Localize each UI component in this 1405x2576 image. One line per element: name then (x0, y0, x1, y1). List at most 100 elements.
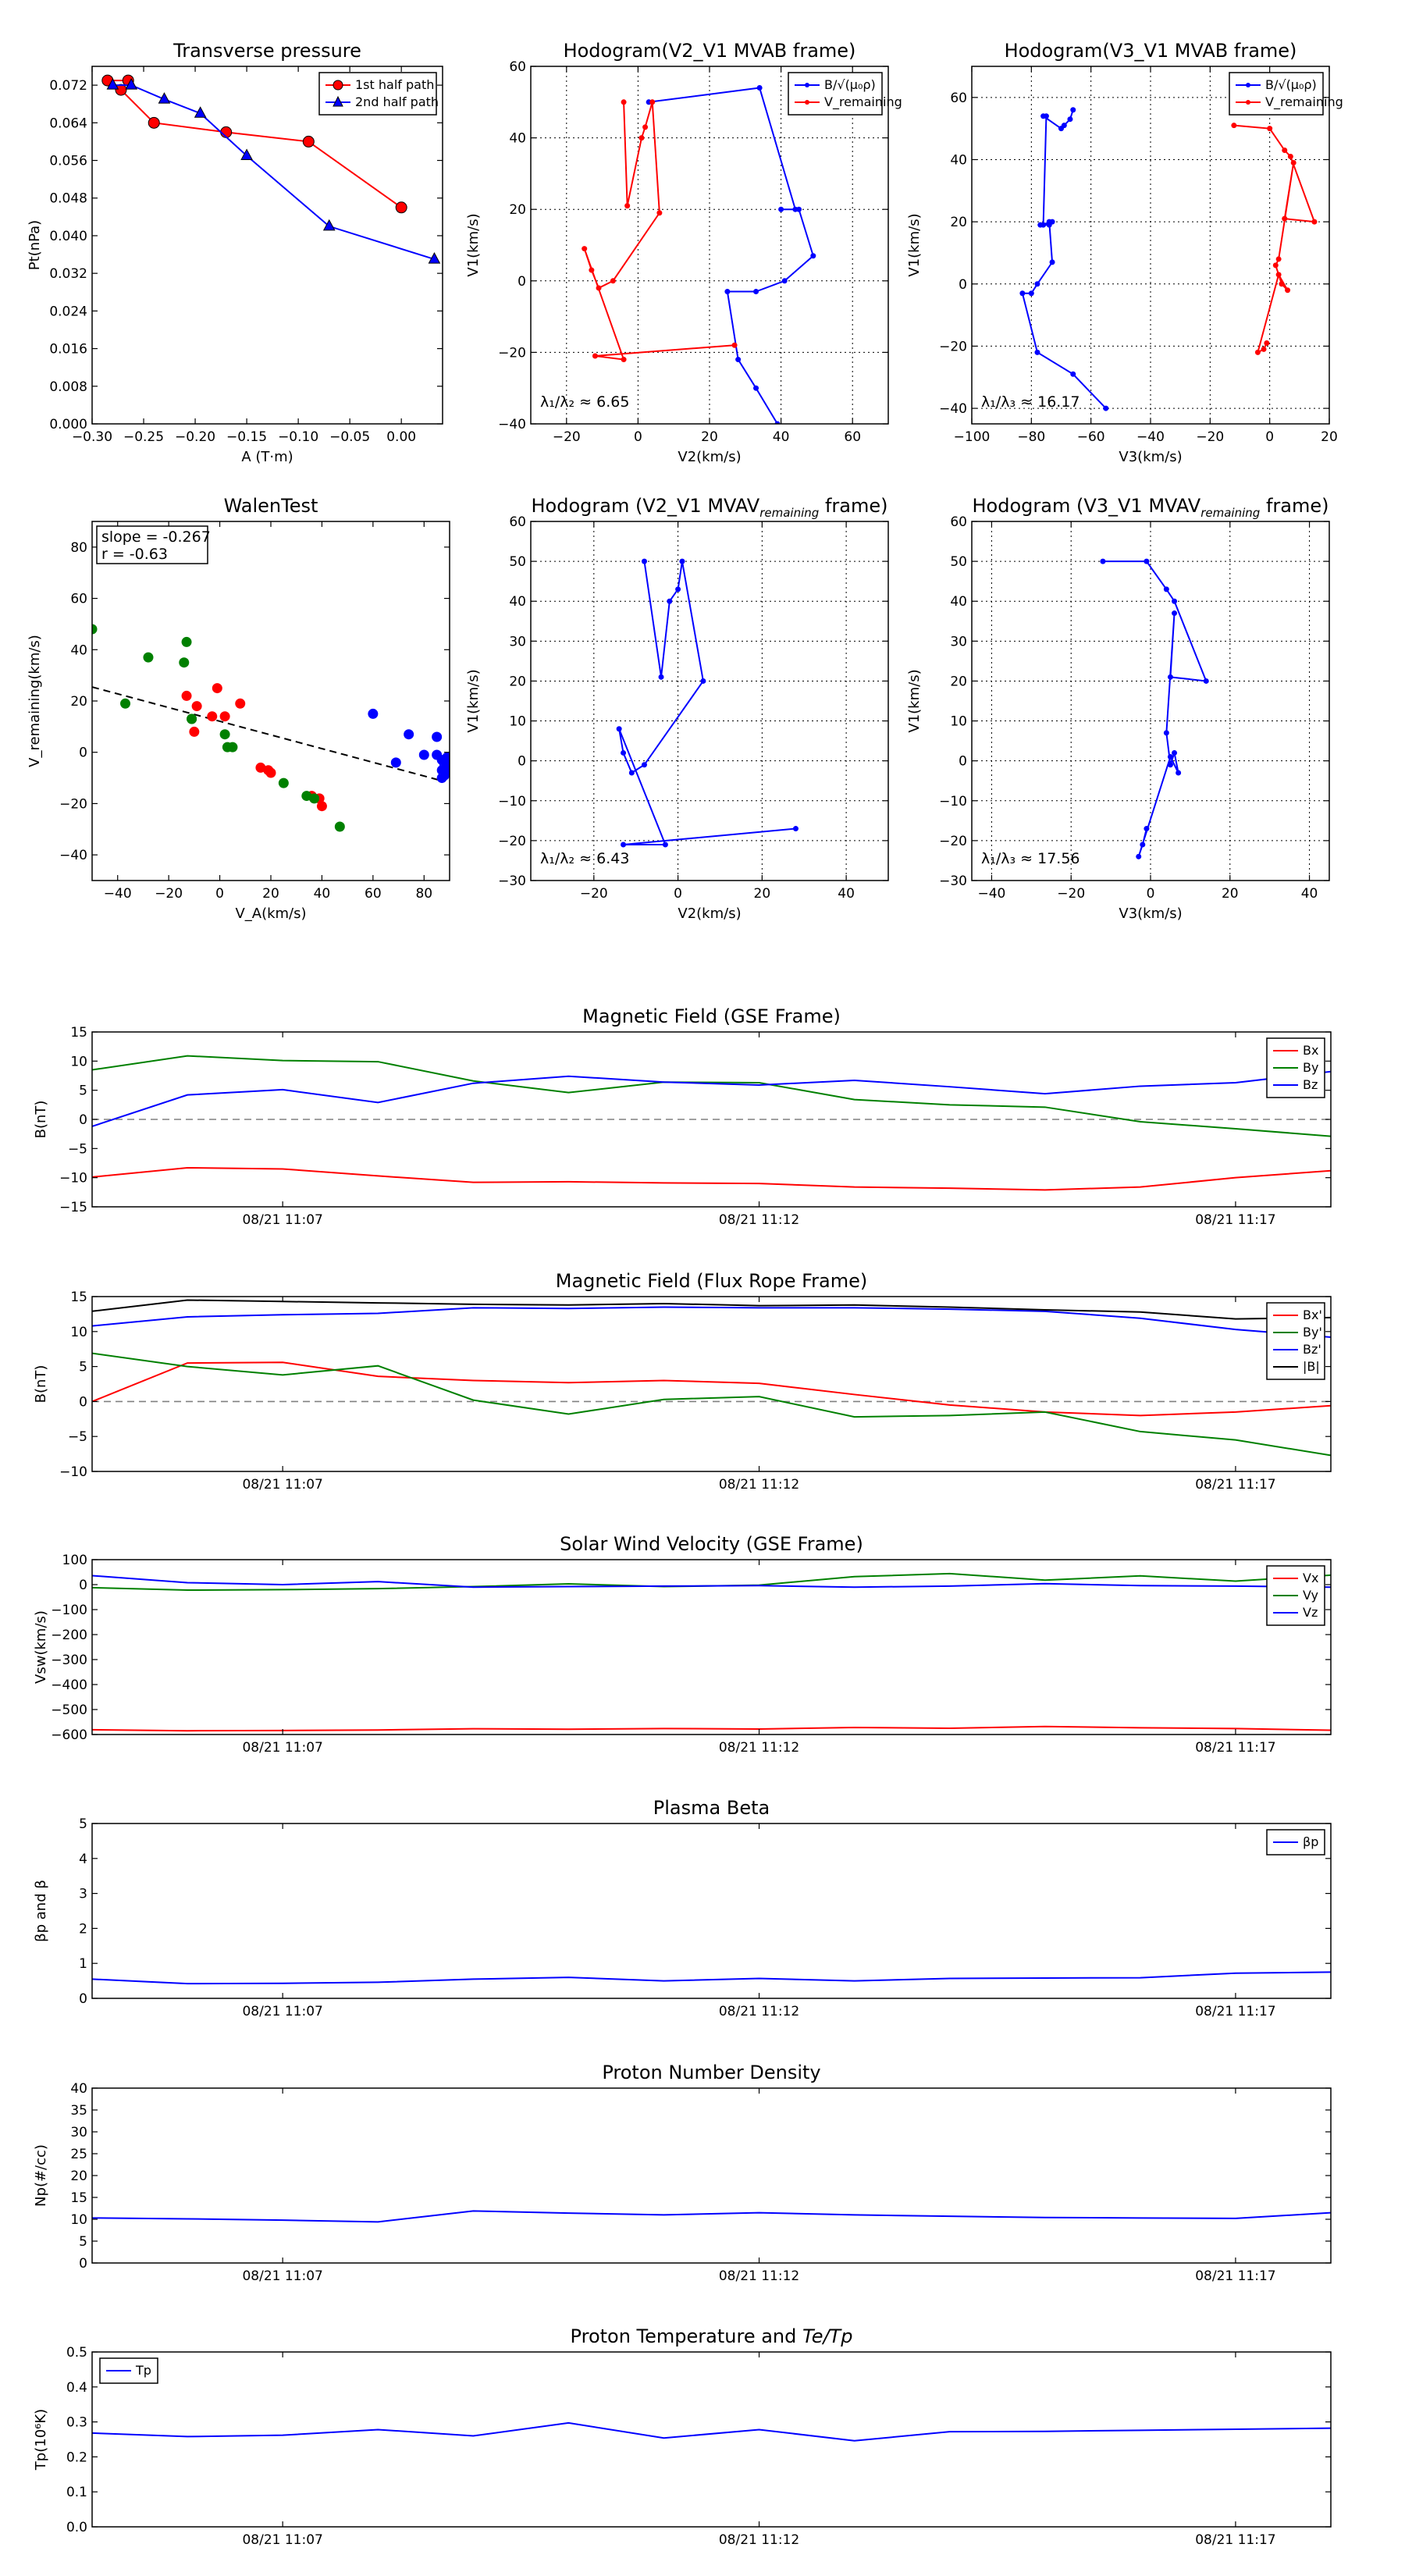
data-point (1264, 340, 1270, 346)
x-tick-label: −40 (104, 886, 132, 902)
y-tick-label: 80 (70, 540, 87, 556)
data-point (207, 711, 218, 722)
y-tick-label: 0.2 (66, 2450, 87, 2465)
plot-area (1019, 107, 1318, 411)
chart-title: Hodogram(V3_V1 MVAB frame) (1005, 40, 1297, 62)
data-point (1028, 290, 1034, 297)
chart-title-text: Magnetic Field (Flux Rope Frame) (556, 1270, 867, 1292)
data-point (148, 116, 160, 129)
data-point (1167, 762, 1173, 768)
data-point (628, 770, 635, 776)
data-point (1167, 674, 1173, 680)
axes-frame (91, 1031, 1332, 1208)
data-point (227, 742, 238, 753)
series-line-Tp (92, 2421, 1331, 2442)
x-tick-label: 40 (838, 886, 855, 902)
y-tick-label: 0 (518, 274, 526, 290)
y-tick-label: 0.016 (49, 342, 87, 358)
x-tick-label: −0.15 (226, 429, 267, 445)
x-tick-label: 0 (634, 429, 642, 445)
x-tick-label: 08/21 11:07 (242, 2004, 322, 2019)
axes-frame (91, 66, 443, 425)
ratio-annotation: λ₁/λ₃ ≈ 16.17 (981, 393, 1080, 411)
y-axis-label: V1(km/s) (906, 669, 923, 732)
data-point (724, 289, 731, 295)
legend-label: Bz' (1303, 1342, 1321, 1357)
y-tick-label: 0.072 (49, 78, 87, 94)
data-point (301, 791, 312, 802)
x-axis-label: V3(km/s) (1119, 906, 1182, 922)
data-point (641, 762, 647, 768)
data-point (810, 253, 816, 259)
data-point (1176, 770, 1182, 776)
x-tick-label: −0.05 (329, 429, 370, 445)
y-tick-label: 15 (70, 2190, 87, 2206)
data-point (1285, 287, 1291, 294)
chart-title: WalenTest (224, 495, 318, 517)
data-point (735, 357, 742, 363)
y-tick-label: 3 (79, 1887, 87, 1902)
y-tick-label: −20 (498, 834, 526, 849)
x-tick-label: 80 (415, 886, 432, 902)
y-tick-label: 10 (509, 714, 526, 730)
data-point (621, 749, 627, 756)
data-point (1061, 123, 1067, 129)
series-line-V_remaining (618, 560, 796, 845)
y-tick-label: 20 (950, 215, 967, 230)
legend-marker (805, 100, 809, 105)
chart-title-text: WalenTest (224, 495, 318, 517)
fit-line (92, 686, 445, 783)
y-tick-label: 20 (509, 674, 526, 689)
series-line-Bx' (92, 1361, 1331, 1417)
legend: Bx By Bz (1266, 1037, 1325, 1098)
chart-title-text: Solar Wind Velocity (GSE Frame) (560, 1533, 863, 1555)
data-point (92, 624, 98, 635)
data-point (778, 206, 784, 212)
y-tick-label: 0.032 (49, 266, 87, 282)
x-tick-label: 08/21 11:07 (242, 2268, 322, 2284)
plot-area (92, 624, 450, 832)
y-tick-label: −10 (939, 794, 967, 809)
data-point (309, 793, 320, 804)
chart-title-text: Hodogram (V2_V1 MVAV (532, 495, 760, 517)
data-point (638, 135, 645, 141)
x-tick-label: 40 (314, 886, 331, 902)
x-tick-label: −20 (1057, 886, 1085, 902)
y-tick-label: 50 (950, 554, 967, 570)
chart-title: Solar Wind Velocity (GSE Frame) (560, 1533, 863, 1555)
y-tick-label: 0.0 (66, 2520, 87, 2535)
data-point (1140, 841, 1146, 848)
data-point (596, 285, 602, 291)
legend-label: Vy (1303, 1588, 1318, 1603)
x-axis-label: V2(km/s) (678, 449, 741, 465)
data-point (592, 353, 598, 359)
data-point (792, 206, 799, 212)
x-tick-label: 08/21 11:07 (242, 1740, 322, 1756)
ratio-annotation: λ₁/λ₃ ≈ 17.56 (981, 850, 1080, 867)
plot-area (92, 2210, 1331, 2223)
y-tick-label: −30 (939, 873, 967, 889)
data-point (1261, 346, 1267, 352)
data-point (158, 92, 171, 104)
data-point (641, 558, 647, 564)
data-point (106, 78, 119, 90)
x-tick-label: 08/21 11:17 (1195, 1212, 1275, 1228)
series-line-B/√(μ₀ρ) (649, 87, 814, 424)
y-tick-label: −200 (51, 1628, 87, 1643)
chart-panel-hodogram_v2_v1_mvav: Hodogram (V2_V1 MVAVremaining frame) −20 0… (465, 495, 889, 922)
y-tick-label: −5 (68, 1429, 87, 1445)
plot-area (92, 2421, 1331, 2442)
data-point (621, 99, 627, 105)
series-line-B/√(μ₀ρ) (1021, 109, 1107, 409)
x-tick-label: 08/21 11:17 (1195, 2268, 1275, 2284)
data-point (235, 698, 246, 709)
data-point (1046, 222, 1052, 228)
legend-marker (805, 83, 809, 87)
data-point (621, 357, 627, 363)
x-tick-label: −0.30 (72, 429, 112, 445)
legend-label: B/√(μ₀ρ) (1265, 77, 1317, 92)
chart-panel-transverse_pressure: Transverse pressure−0.30 −0.25 −0.20 −0.15−… (27, 40, 443, 465)
chart-panel-walen_test: WalenTest −40 −20 0 20 40 60 80 −40 −20 0 20 40 60 80 V… (27, 495, 450, 922)
legend: Tp (99, 2357, 158, 2384)
data-point (432, 731, 443, 742)
